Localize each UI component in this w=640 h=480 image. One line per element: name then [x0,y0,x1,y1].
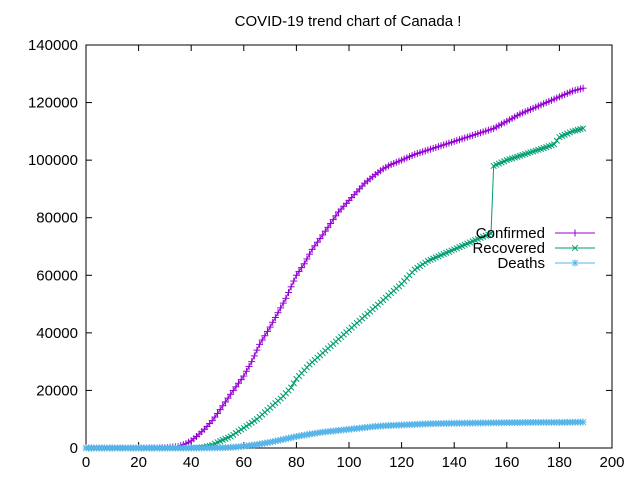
x-tick-label: 20 [130,454,147,471]
data-point-recovered [550,141,558,148]
y-tick-label: 140000 [28,37,78,54]
x-tick-label: 180 [547,454,572,471]
y-tick-label: 20000 [36,382,78,399]
data-point-deaths [579,418,587,426]
legend-label-deaths: Deaths [497,255,545,272]
data-point-recovered [287,384,295,391]
x-tick-label: 80 [288,454,305,471]
legend-label-recovered: Recovered [472,240,545,257]
axes: 0 20 40 60 80 100 120 140 160 180 200 0 20000 40000 60… [28,37,625,471]
data-point-recovered [487,230,495,237]
y-tick-label: 80000 [36,210,78,227]
data-point-recovered [553,137,560,144]
series-deaths [82,418,587,452]
legend-marker-deaths [571,259,579,267]
legend-label-confirmed: Confirmed [476,225,545,242]
x-tick-label: 140 [442,454,467,471]
y-tick-label: 100000 [28,152,78,169]
x-tick-label: 0 [82,454,90,471]
y-tick-label: 60000 [36,267,78,284]
y-tick-label: 0 [70,440,78,457]
x-tick-label: 160 [494,454,519,471]
data-point-recovered [579,125,587,132]
data-point-recovered [290,380,297,387]
x-tick-label: 100 [336,454,361,471]
series-recovered [82,125,587,452]
y-tick-label: 120000 [28,95,78,112]
legend-marker-recovered [571,244,579,252]
x-tick-label: 60 [235,454,252,471]
series-line-deaths [86,421,584,449]
y-tick-label: 40000 [36,325,78,342]
series-line-recovered [86,127,584,449]
chart-title: COVID-19 trend chart of Canada ! [235,13,462,30]
x-tick-label: 200 [599,454,624,471]
x-tick-label: 40 [183,454,200,471]
x-tick-label: 120 [389,454,414,471]
plot-series [82,84,587,452]
